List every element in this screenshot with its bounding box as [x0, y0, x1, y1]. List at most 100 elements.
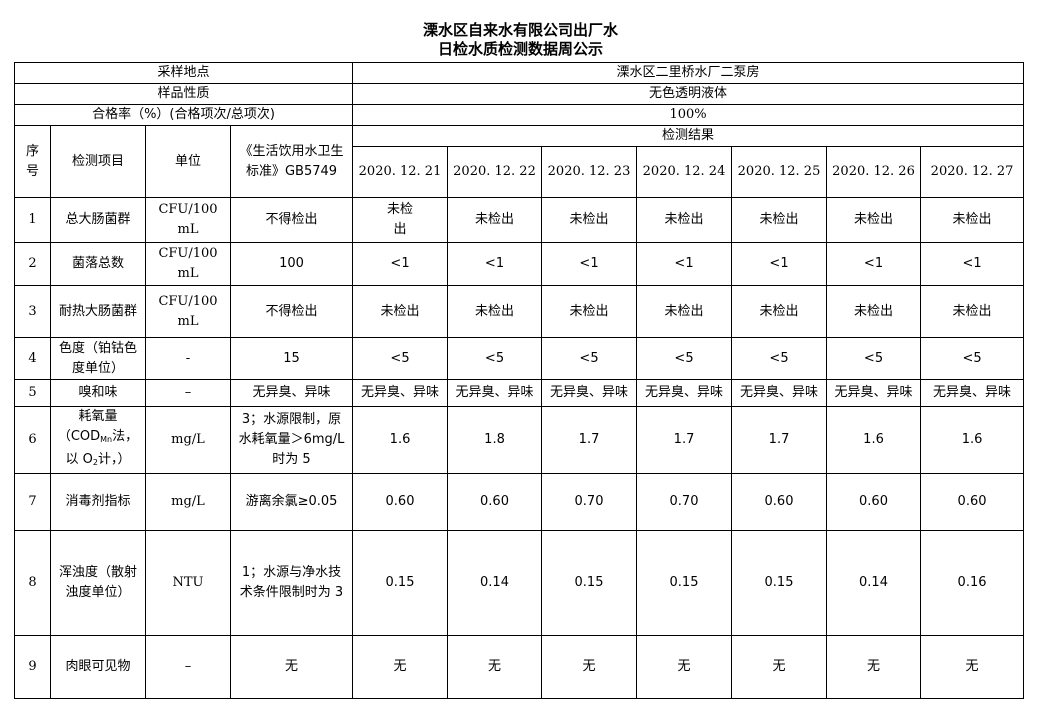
- result-value: 未检出: [352, 197, 449, 243]
- result-value: 无异臭、异味: [447, 379, 543, 407]
- result-value: 0.70: [541, 473, 638, 531]
- result-value: 1.8: [447, 406, 543, 474]
- row-number: 1: [14, 197, 51, 243]
- subscript: 2: [92, 458, 98, 467]
- date-header: 2020. 12. 26: [826, 146, 922, 198]
- result-value: 无异臭、异味: [920, 379, 1025, 407]
- col-header-item: 检测项目: [50, 125, 146, 198]
- result-value: 1.6: [826, 406, 922, 474]
- test-item: 总大肠菌群: [50, 197, 146, 243]
- test-item: 耗氧量（CODMn法，以 O2计，）: [50, 406, 146, 474]
- col-header-no: 序号: [14, 125, 51, 198]
- result-value: 未检出: [731, 285, 828, 338]
- test-item: 消毒剂指标: [50, 473, 146, 531]
- item-text: 耐热大肠菌群: [58, 303, 137, 319]
- result-value: 未检出: [731, 197, 828, 243]
- result-value: 0.15: [352, 530, 449, 636]
- col-header-unit: 单位: [145, 125, 231, 198]
- result-value: 未检出: [541, 197, 638, 243]
- item-text: 嗅和味: [78, 385, 118, 400]
- result-value: 无: [636, 635, 733, 699]
- standard: 3；水源限制，原水耗氧量＞6mg/L时为 5: [229, 406, 354, 474]
- standard: 无异臭、异味: [229, 379, 354, 407]
- result-value: 无: [541, 635, 638, 699]
- sample-nature-value: 无色透明液体: [352, 83, 1025, 105]
- unit: CFU/100mL: [145, 242, 231, 286]
- result-value: 无: [447, 635, 543, 699]
- result-value: 无异臭、异味: [826, 379, 922, 407]
- result-value: 0.15: [541, 530, 638, 636]
- table-row: 2 菌落总数 CFU/100mL 100 <1 <1 <1 <1 <1 <1 <1: [14, 242, 1025, 286]
- result-value: <1: [636, 242, 733, 286]
- item-text: 浑浊度（散射浊度单位）: [58, 565, 137, 600]
- date-header: 2020. 12. 21: [352, 146, 449, 198]
- result-value: 0.60: [731, 473, 828, 531]
- standard: 不得检出: [229, 285, 354, 338]
- item-text: 菌落总数: [71, 256, 124, 271]
- item-text: 肉眼可见物: [65, 659, 131, 674]
- unit: CFU/100mL: [145, 285, 231, 338]
- result-value: 未检出: [636, 285, 733, 338]
- standard: 不得检出: [229, 197, 354, 243]
- result-value: 无: [920, 635, 1025, 699]
- result-value: <1: [731, 242, 828, 286]
- result-value: 未检出: [447, 197, 543, 243]
- result-value: 未检出: [447, 285, 543, 338]
- item-text: 法，以 O: [65, 429, 139, 467]
- row-number: 5: [14, 379, 51, 407]
- result-value: 无: [352, 635, 449, 699]
- table-row: 9 肉眼可见物 – 无无无无无无无无: [14, 635, 1025, 699]
- result-value: <1: [447, 242, 543, 286]
- row-number: 8: [14, 530, 51, 636]
- row-number: 2: [14, 242, 51, 286]
- result-value: <5: [920, 337, 1025, 380]
- standard: 100: [229, 242, 354, 286]
- result-value: 未检出: [541, 285, 638, 338]
- result-value: 0.15: [731, 530, 828, 636]
- result-value: <1: [541, 242, 638, 286]
- test-item: 浑浊度（散射浊度单位）: [50, 530, 146, 636]
- result-value: 0.15: [636, 530, 733, 636]
- result-value: <1: [826, 242, 922, 286]
- result-value: 1.7: [731, 406, 828, 474]
- unit: -: [145, 337, 231, 380]
- result-value: <1: [920, 242, 1025, 286]
- result-value: <5: [352, 337, 449, 380]
- item-text: 总大肠菌群: [65, 212, 131, 227]
- result-value: 无: [731, 635, 828, 699]
- col-header-standard: 《生活饮用水卫生标准》GB5749: [229, 125, 354, 198]
- date-header: 2020. 12. 23: [541, 146, 638, 198]
- item-text: 耗氧量（COD: [57, 409, 118, 444]
- date-header: 2020. 12. 22: [447, 146, 543, 198]
- table-row: 4 色度（铂钴色度单位） -15 <5 <5 <5 <5 <5 <5 <5: [14, 337, 1025, 380]
- sampling-site-value: 溧水区二里桥水厂二泵房: [352, 62, 1025, 84]
- result-value: 未检出: [920, 285, 1025, 338]
- result-value: 无异臭、异味: [541, 379, 638, 407]
- row-number: 6: [14, 406, 51, 474]
- result-value: <5: [636, 337, 733, 380]
- sampling-site-label: 采样地点: [13, 62, 354, 84]
- results-header: 检测结果: [352, 125, 1025, 147]
- result-value: 未检出: [826, 285, 922, 338]
- result-value: <5: [731, 337, 828, 380]
- result-value: 1.7: [636, 406, 733, 474]
- pass-rate-label: 合格率（%）(合格项次/总项次): [13, 104, 354, 126]
- pass-rate-value: 100%: [352, 104, 1025, 126]
- row-number: 3: [14, 285, 51, 338]
- result-value: 未检出: [352, 285, 449, 338]
- date-header: 2020. 12. 24: [636, 146, 733, 198]
- water-quality-table: 采样地点 溧水区二里桥水厂二泵房 样品性质 无色透明液体 合格率（%）(合格项次…: [13, 62, 1025, 699]
- table-row: 1 总大肠菌群 CFU/100mL 不得检出 未检出 未检出 未检出 未检出 未检出 未检出 未检出: [14, 197, 1025, 243]
- subscript: Mn: [100, 435, 113, 444]
- unit: –: [145, 635, 231, 699]
- standard: 15: [229, 337, 354, 380]
- row-number: 9: [14, 635, 51, 699]
- unit: mg/L: [145, 473, 231, 531]
- result-value: 未检出: [920, 197, 1025, 243]
- table-row: 6 耗氧量（CODMn法，以 O2计，） mg/L 3；水源限制，原水耗氧量＞6mg/…: [14, 406, 1025, 474]
- unit: CFU/100mL: [145, 197, 231, 243]
- item-text: 计，）: [97, 452, 131, 467]
- row-number: 4: [14, 337, 51, 380]
- table-row: 8 浑浊度（散射浊度单位） NTU 1；水源与净水技术条件限制时为 3 0.15 0.14…: [14, 530, 1025, 636]
- result-value: 0.70: [636, 473, 733, 531]
